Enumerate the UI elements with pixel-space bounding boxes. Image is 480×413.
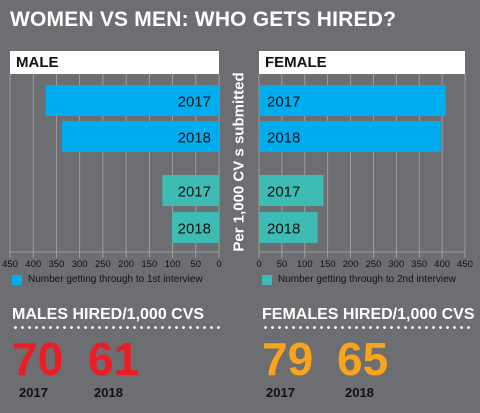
female-hired-2017-value: 79 xyxy=(262,333,314,385)
male-tick-label: 0 xyxy=(216,259,221,270)
infographic-title: WOMEN VS MEN: WHO GETS HIRED? xyxy=(10,8,397,31)
female-bar-first-2017 xyxy=(259,85,446,116)
male-bar-label: 2018 xyxy=(178,130,211,147)
female-bar-label: 2018 xyxy=(267,221,300,238)
female-bar-first-2018 xyxy=(259,121,441,152)
female-dotted-divider xyxy=(262,326,470,329)
female-tick-label: 450 xyxy=(457,259,473,270)
female-panel-header: FEMALE xyxy=(259,51,465,74)
male-bar-second-2017 xyxy=(162,175,219,206)
legend-first-interview: Number getting through to 1st interview xyxy=(12,274,203,285)
female-tick-label: 0 xyxy=(256,259,261,270)
male-hired-2018-value: 61 xyxy=(88,333,140,385)
female-bar-second-2017 xyxy=(259,175,324,206)
males-hired-title: MALES HIRED/1,000 CVS xyxy=(12,306,205,323)
female-tick-label: 150 xyxy=(320,259,336,270)
male-tick-label: 150 xyxy=(141,259,157,270)
female-tick-label: 400 xyxy=(434,259,450,270)
male-bar-second-2018 xyxy=(172,212,219,243)
male-bar-first-2018 xyxy=(62,121,219,152)
female-bar-label: 2017 xyxy=(267,184,300,201)
male-bar-label: 2017 xyxy=(178,94,211,111)
male-panel-header: MALE xyxy=(10,51,219,74)
legend-second-interview: Number getting through to 2nd interview xyxy=(262,274,456,285)
legend-label-second: Number getting through to 2nd interview xyxy=(278,274,456,285)
legend-swatch-first xyxy=(12,274,22,285)
female-tick-label: 300 xyxy=(388,259,404,270)
female-bar-label: 2018 xyxy=(267,130,300,147)
hiring-bar-chart: 450 400 350 300 250 200 150 100 50 0 2017 2018 2017 2… xyxy=(2,74,473,270)
male-tick-label: 450 xyxy=(2,259,18,270)
female-tick-label: 250 xyxy=(366,259,382,270)
male-tick-label: 300 xyxy=(72,259,88,270)
male-year-2018: 2018 xyxy=(94,385,123,400)
females-hired-title: FEMALES HIRED/1,000 CVS xyxy=(262,306,475,323)
legend-label-first: Number getting through to 1st interview xyxy=(28,274,203,285)
male-bar-label: 2017 xyxy=(178,184,211,201)
male-tick-label: 50 xyxy=(190,259,201,270)
male-bar-label: 2018 xyxy=(178,221,211,238)
female-bar-label: 2017 xyxy=(267,94,300,111)
male-bar-first-2017 xyxy=(45,85,219,116)
female-tick-label: 350 xyxy=(411,259,427,270)
female-hired-2018-value: 65 xyxy=(337,333,389,385)
male-year-2017: 2017 xyxy=(19,385,48,400)
male-hired-2017-value: 70 xyxy=(12,333,64,385)
female-tick-label: 50 xyxy=(277,259,288,270)
female-bar-second-2018 xyxy=(259,212,318,243)
female-year-2018: 2018 xyxy=(345,385,374,400)
female-year-2017: 2017 xyxy=(266,385,295,400)
female-tick-label: 100 xyxy=(297,259,313,270)
male-tick-label: 200 xyxy=(118,259,134,270)
male-tick-label: 250 xyxy=(95,259,111,270)
male-tick-label: 100 xyxy=(165,259,181,270)
legend-swatch-second xyxy=(262,274,272,285)
female-tick-label: 200 xyxy=(343,259,359,270)
male-tick-label: 400 xyxy=(25,259,41,270)
male-tick-label: 350 xyxy=(49,259,65,270)
male-dotted-divider xyxy=(12,326,220,329)
